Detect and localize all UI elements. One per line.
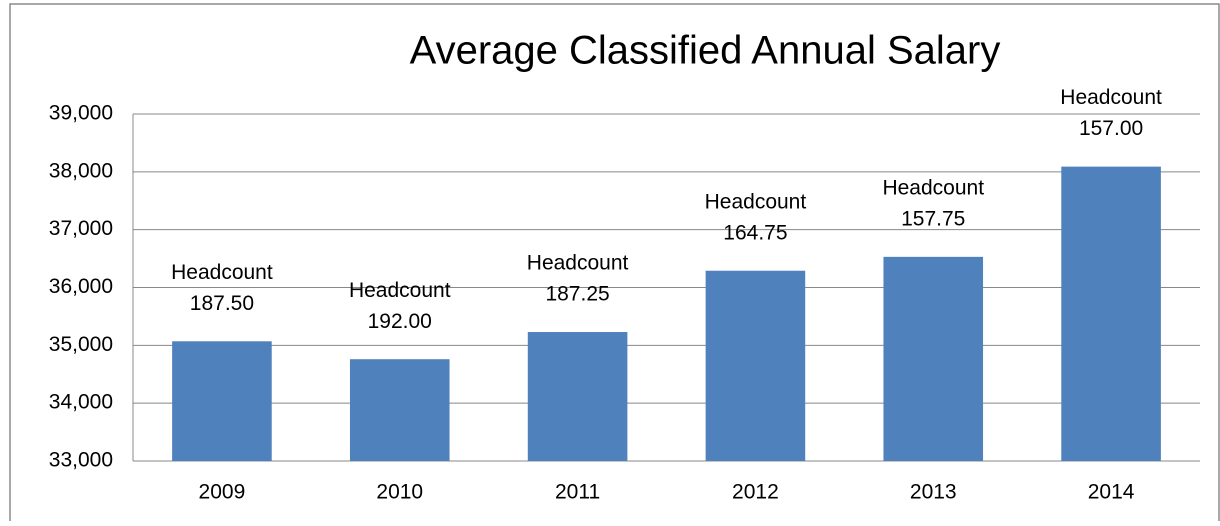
bar: [172, 341, 272, 461]
bar-annotation: Headcount: [882, 176, 984, 199]
bar-annotation: 192.00: [368, 310, 432, 333]
bar: [883, 256, 984, 461]
y-tick-label: 33,000: [49, 449, 113, 472]
chart-title: Average Classified Annual Salary: [410, 29, 1001, 73]
bar: [705, 270, 806, 461]
bar-annotation: 187.50: [190, 292, 254, 315]
bar-annotation: 157.75: [901, 207, 965, 230]
x-tick-label: 2010: [376, 481, 423, 504]
bar-annotation: Headcount: [171, 261, 273, 284]
y-tick-label: 38,000: [49, 159, 113, 182]
bar: [527, 332, 628, 461]
bar-annotation: 157.00: [1079, 117, 1143, 140]
y-tick-label: 35,000: [49, 333, 113, 356]
x-tick-label: 2009: [199, 481, 246, 504]
bar-annotation: Headcount: [527, 252, 629, 275]
y-tick-label: 36,000: [49, 275, 113, 298]
x-tick-label: 2012: [732, 481, 779, 504]
bar-annotation: 187.25: [545, 283, 609, 306]
bar-annotation: Headcount: [705, 190, 807, 213]
bar-annotation: Headcount: [1060, 86, 1162, 109]
y-tick-label: 37,000: [49, 217, 113, 240]
x-tick-label: 2013: [910, 481, 957, 504]
bar-annotation: 164.75: [723, 221, 787, 244]
y-tick-label: 34,000: [49, 391, 113, 414]
chart-frame: [9, 3, 1220, 526]
bar: [1061, 166, 1161, 461]
x-tick-label: 2011: [555, 481, 600, 504]
bar: [349, 359, 450, 461]
x-tick-label: 2014: [1088, 481, 1135, 504]
bar-annotation: Headcount: [349, 279, 451, 302]
y-tick-label: 39,000: [49, 102, 113, 125]
